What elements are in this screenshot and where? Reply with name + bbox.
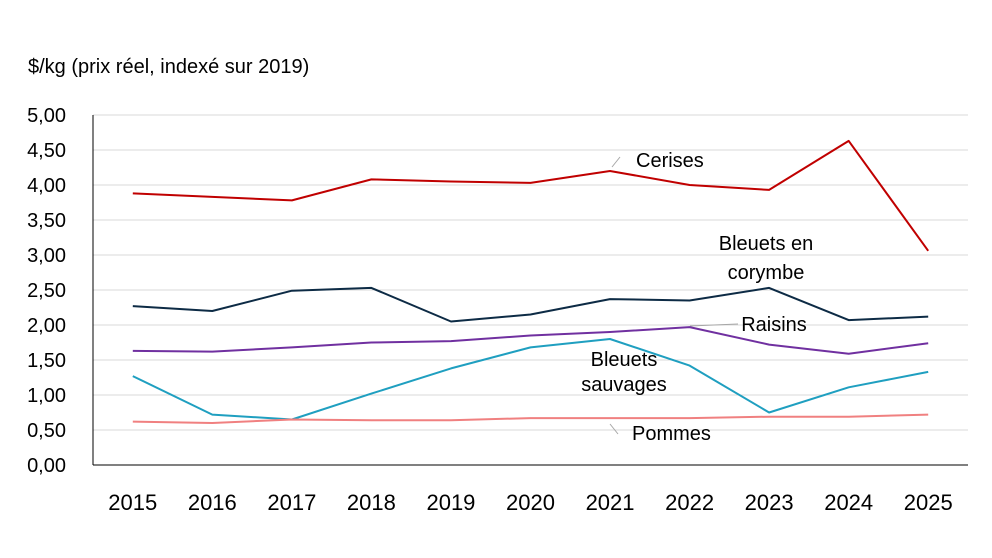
x-tick-label: 2025 xyxy=(904,490,953,515)
y-tick-label: 3,50 xyxy=(27,210,66,232)
x-tick-label: 2017 xyxy=(267,490,316,515)
annotation-leader xyxy=(689,323,739,327)
series-annotation: Pommes xyxy=(632,423,711,445)
y-tick-label: 0,00 xyxy=(27,455,66,477)
series-line xyxy=(132,139,930,252)
x-tick-labels: 2015 2016 2017 2018 2019 2020 2021 2022 2023 2024… xyxy=(108,490,952,515)
annotation-leader xyxy=(611,156,621,168)
annotation-leader-lines xyxy=(609,156,739,435)
x-tick-label: 2015 xyxy=(108,490,157,515)
series-lines xyxy=(132,139,930,424)
y-tick-label: 1,50 xyxy=(27,350,66,372)
series-annotation: Cerises xyxy=(636,150,704,172)
x-tick-label: 2019 xyxy=(426,490,475,515)
y-tick-label: 4,00 xyxy=(27,175,66,197)
series-line xyxy=(132,326,929,355)
series-line xyxy=(132,286,929,323)
y-tick-label: 5,00 xyxy=(27,105,66,127)
x-tick-label: 2023 xyxy=(745,490,794,515)
x-tick-label: 2020 xyxy=(506,490,555,515)
series-annotation: corymbe xyxy=(728,262,805,284)
y-tick-label: 1,00 xyxy=(27,385,66,407)
series-annotation: sauvages xyxy=(581,374,667,396)
gridlines xyxy=(92,114,968,466)
x-tick-label: 2022 xyxy=(665,490,714,515)
y-tick-labels: 0,00 0,50 1,00 1,50 2,00 2,50 3,00 3,50 4,00 4,50… xyxy=(27,105,66,477)
annotation-leader xyxy=(609,423,619,435)
series-annotation: Bleuets xyxy=(591,349,658,371)
y-axis-title: $/kg (prix réel, indexé sur 2019) xyxy=(28,56,310,78)
series-annotations: Cerises Bleuets en corymbe Raisins Bleuets sa… xyxy=(581,150,813,445)
y-tick-label: 0,50 xyxy=(27,420,66,442)
y-tick-label: 2,00 xyxy=(27,315,66,337)
y-tick-label: 2,50 xyxy=(27,280,66,302)
x-tick-label: 2021 xyxy=(586,490,635,515)
series-annotation: Bleuets en xyxy=(719,233,814,255)
series-annotation: Raisins xyxy=(741,314,807,336)
series-line xyxy=(132,413,929,424)
x-tick-label: 2024 xyxy=(824,490,873,515)
x-tick-label: 2018 xyxy=(347,490,396,515)
y-tick-label: 4,50 xyxy=(27,140,66,162)
x-tick-label: 2016 xyxy=(188,490,237,515)
y-tick-label: 3,00 xyxy=(27,245,66,267)
series-line xyxy=(132,338,929,421)
